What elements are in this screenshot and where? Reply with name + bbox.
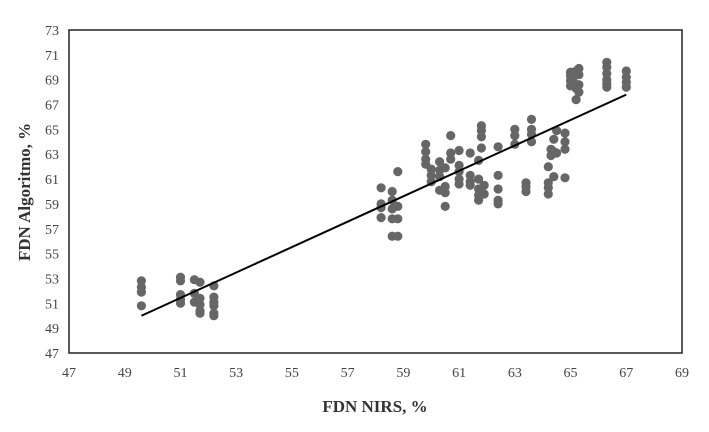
data-point	[421, 139, 431, 149]
y-tick-label: 69	[45, 74, 59, 89]
y-tick-label: 65	[45, 123, 59, 138]
data-point	[440, 201, 450, 211]
data-point	[571, 95, 581, 105]
data-point	[393, 201, 403, 211]
y-tick-label: 63	[45, 148, 59, 163]
x-axis-ticks: 47 49 51 53 55 57 59 61 63 65 67 69	[62, 366, 689, 381]
data-point	[474, 174, 484, 184]
data-point	[454, 145, 464, 156]
x-tick-label: 49	[118, 366, 132, 381]
data-point	[136, 301, 146, 311]
data-point	[195, 277, 205, 287]
x-tick-label: 69	[675, 366, 689, 381]
data-point	[479, 180, 489, 190]
data-point	[440, 163, 450, 173]
data-point	[560, 173, 570, 183]
data-point	[454, 179, 464, 189]
x-tick-label: 59	[396, 366, 410, 381]
y-tick-label: 47	[45, 347, 59, 362]
data-point	[602, 82, 612, 92]
data-point	[476, 132, 486, 142]
y-tick-label: 71	[45, 49, 59, 64]
data-point	[175, 276, 186, 286]
x-tick-label: 67	[619, 366, 633, 381]
data-point	[543, 162, 553, 172]
data-point	[474, 195, 484, 205]
data-point	[574, 87, 584, 97]
data-point	[421, 147, 431, 157]
data-point	[560, 128, 570, 138]
y-tick-label: 67	[45, 99, 59, 114]
data-point	[543, 189, 553, 199]
data-point	[526, 114, 537, 124]
trendline-layer	[141, 93, 627, 317]
y-tick-label: 59	[45, 198, 59, 213]
data-point	[426, 164, 436, 174]
plot-area	[68, 29, 683, 354]
data-point	[493, 184, 503, 194]
data-point	[393, 214, 403, 224]
data-point	[387, 186, 397, 197]
x-axis-title: FDN NIRS, %	[322, 397, 427, 416]
data-point	[574, 70, 584, 80]
y-tick-label: 61	[45, 173, 59, 188]
x-tick-label: 51	[173, 366, 187, 381]
x-tick-label: 47	[62, 366, 76, 381]
y-tick-label: 55	[45, 248, 59, 263]
data-point	[195, 293, 205, 303]
data-point	[552, 148, 562, 158]
x-tick-label: 65	[564, 366, 578, 381]
y-tick-label: 57	[45, 223, 59, 238]
data-point	[175, 298, 186, 308]
data-point	[493, 199, 503, 209]
data-point	[435, 157, 445, 167]
data-point	[479, 189, 489, 199]
data-point	[521, 186, 531, 197]
trendline	[141, 93, 627, 317]
data-point	[376, 213, 386, 223]
data-point	[376, 183, 386, 193]
data-point	[446, 154, 456, 164]
data-point	[393, 231, 403, 241]
data-point	[493, 142, 503, 152]
x-tick-label: 57	[341, 366, 355, 381]
y-tick-label: 53	[45, 272, 59, 287]
data-point	[393, 167, 403, 177]
data-point	[574, 80, 584, 90]
y-tick-label: 49	[45, 322, 59, 337]
data-point	[560, 137, 570, 147]
y-tick-label: 73	[45, 24, 59, 39]
data-point	[446, 131, 456, 141]
x-tick-label: 63	[508, 366, 522, 381]
y-tick-label: 51	[45, 297, 59, 312]
data-point	[560, 144, 570, 154]
data-point	[549, 134, 559, 144]
data-point	[136, 287, 146, 297]
y-axis-ticks: 47 49 51 53 55 57 59 61 63 65 67 69 71 73	[45, 24, 59, 362]
data-point	[209, 301, 219, 311]
data-point	[549, 172, 559, 182]
x-tick-label: 53	[229, 366, 243, 381]
data-point	[440, 188, 450, 198]
data-point	[195, 308, 205, 318]
data-point	[476, 143, 486, 153]
x-tick-label: 61	[452, 366, 466, 381]
data-point	[493, 170, 503, 180]
data-point	[209, 311, 219, 321]
data-point	[465, 148, 475, 158]
y-axis-title: FDN Algoritmo, %	[15, 123, 34, 261]
data-point	[621, 82, 631, 92]
x-tick-label: 55	[285, 366, 299, 381]
data-point	[465, 180, 475, 190]
data-point	[136, 276, 146, 286]
data-point	[510, 131, 520, 141]
